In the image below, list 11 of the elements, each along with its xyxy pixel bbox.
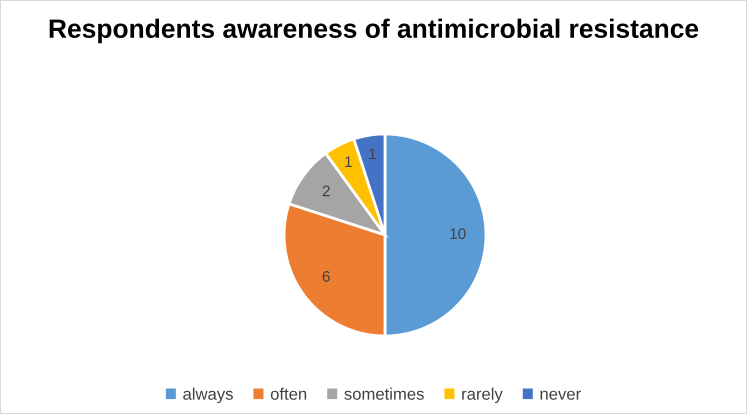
chart-title: Respondents awareness of antimicrobial resistance: [50, 18, 698, 44]
legend-label: rarely: [462, 388, 503, 404]
data-label: 6: [322, 271, 330, 282]
legend-label: never: [540, 390, 581, 400]
data-label: 1: [369, 148, 376, 160]
legend-label: always: [183, 388, 233, 404]
data-label: 10: [450, 228, 466, 240]
data-label: 2: [322, 186, 330, 196]
data-label: 1: [345, 156, 352, 167]
legend-label: often: [270, 388, 306, 400]
legend-label: sometimes: [344, 388, 424, 400]
